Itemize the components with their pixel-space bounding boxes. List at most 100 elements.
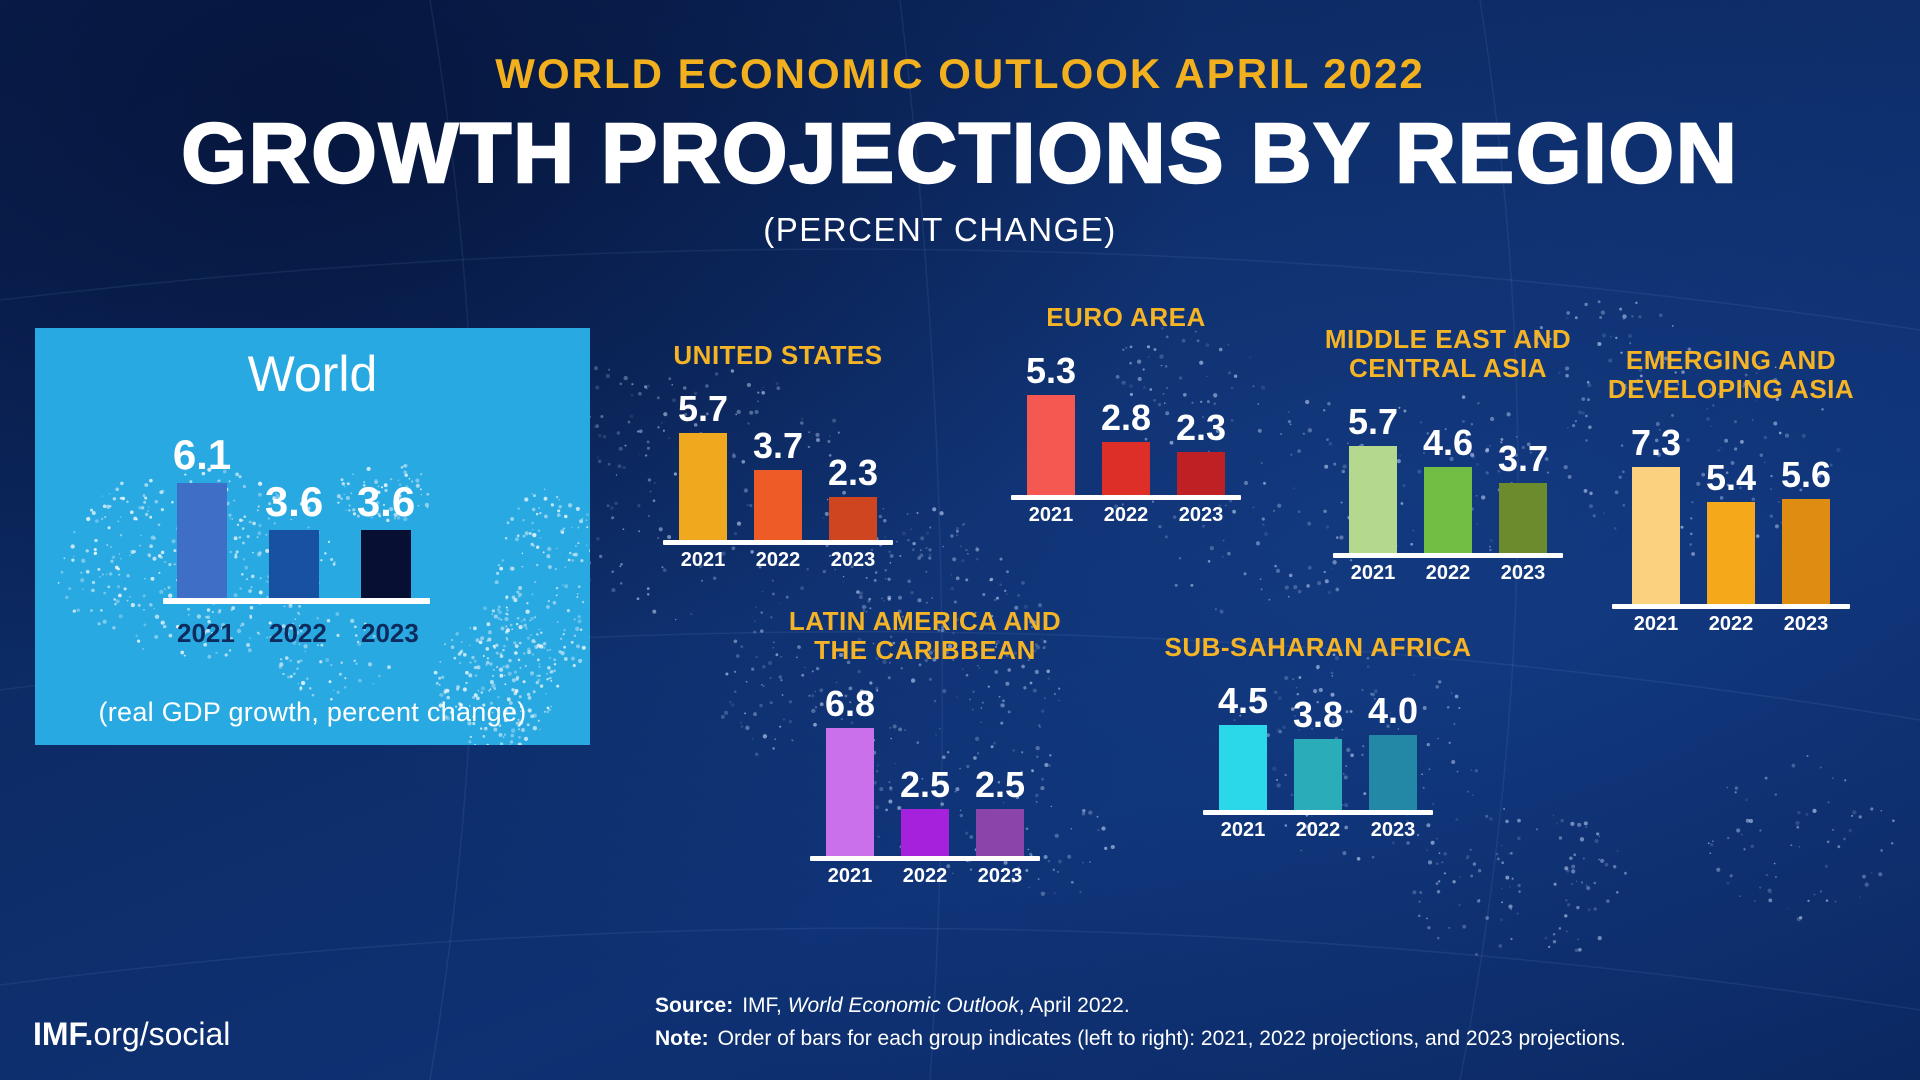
chart-title: EURO AREA: [1011, 303, 1241, 332]
year-label: 2023: [1783, 613, 1829, 635]
bar-2022: [1424, 467, 1472, 553]
bar-value-label: 2.3: [827, 452, 879, 493]
chart-title: MIDDLE EAST AND CENTRAL ASIA: [1325, 325, 1571, 383]
bar-value-label: 5.6: [1780, 454, 1832, 495]
world-chart: 6.1 3.6 3.6 2021 2022 2023: [163, 434, 430, 649]
bar-2023: [361, 530, 411, 598]
chart-euro-area: EURO AREA 5.3 2.8 2.3 2021 2022 2023: [1011, 303, 1241, 527]
years-row: 2021 2022 2023: [810, 865, 1040, 888]
bar-value-label: 3.8: [1292, 694, 1344, 735]
bar-column-2022: 3.7: [753, 428, 803, 540]
note-line: Note: Order of bars for each group indica…: [655, 1027, 1626, 1050]
chart-baseline: [1612, 604, 1850, 609]
bar-2023: [1177, 452, 1225, 495]
chart-baseline: [1203, 810, 1433, 815]
bar-value-label: 4.6: [1422, 422, 1474, 463]
years-row: 2021 2022 2023: [1612, 613, 1850, 636]
bar-2022: [1102, 442, 1150, 495]
chart-title-line: SUB-SAHARAN AFRICA: [1164, 632, 1472, 662]
bar-2022: [269, 530, 319, 598]
bar-value-label: 3.7: [1497, 438, 1549, 479]
note-text: Order of bars for each group indicates (…: [717, 1027, 1626, 1050]
chart-title-line: LATIN AMERICA AND: [788, 606, 1062, 636]
years-row: 2021 2022 2023: [663, 549, 893, 572]
bar-2021: [679, 433, 727, 540]
bar-column-2023: 5.6: [1780, 454, 1832, 604]
bar-column-2023: 2.5: [974, 764, 1026, 856]
bar-2022: [754, 470, 802, 540]
bar-2022: [1294, 739, 1342, 810]
chart-emerging-and-developing-asia: EMERGING AND DEVELOPING ASIA 7.3 5.4 5.6 2021…: [1608, 345, 1854, 636]
year-label: 2022: [902, 865, 948, 887]
bar-value-label: 2.3: [1175, 407, 1227, 448]
years-row: 2021 2022 2023: [163, 618, 430, 649]
bar-value-label: 5.7: [1347, 401, 1399, 442]
chart-baseline: [663, 540, 893, 545]
years-row: 2021 2022 2023: [1203, 819, 1433, 842]
bar-column-2023: 2.3: [827, 452, 879, 540]
bar-2023: [1782, 499, 1830, 604]
bar-column-2021: 6.1: [173, 434, 231, 598]
bar-2021: [1027, 395, 1075, 495]
bar-value-label: 2.5: [974, 764, 1026, 805]
year-label: 2021: [177, 618, 235, 648]
world-panel-map-dots: [57, 463, 590, 745]
bar-value-label: 4.5: [1217, 680, 1269, 721]
bar-column-2022: 2.8: [1100, 397, 1152, 495]
chart-title: EMERGING AND DEVELOPING ASIA: [1608, 345, 1854, 404]
bar-value-label: 3.6: [356, 478, 416, 525]
bar-value-label: 3.6: [264, 478, 324, 525]
year-label: 2022: [755, 549, 801, 571]
year-label: 2023: [1178, 504, 1224, 526]
page-title: GROWTH PROJECTIONS BY REGION: [180, 106, 1739, 200]
bar-column-2023: 2.3: [1175, 407, 1227, 495]
page-subtitle: (PERCENT CHANGE): [763, 211, 1117, 248]
bar-2023: [829, 497, 877, 540]
chart-title: LATIN AMERICA AND THE CARIBBEAN: [789, 607, 1061, 665]
bars-row: 5.3 2.8 2.3: [1011, 353, 1241, 495]
imf-brand-rest: org/social: [93, 1016, 231, 1052]
chart-united-states: UNITED STATES 5.7 3.7 2.3 2021 2022 2023: [663, 341, 893, 572]
chart-title: UNITED STATES: [663, 341, 893, 370]
year-label: 2023: [361, 618, 419, 648]
bar-column-2023: 4.0: [1368, 693, 1418, 810]
year-label: 2023: [830, 549, 876, 571]
year-label: 2023: [1370, 819, 1416, 841]
year-label: 2023: [1500, 562, 1546, 584]
bar-column-2021: 5.7: [1347, 401, 1399, 553]
bar-value-label: 2.8: [1100, 397, 1152, 438]
chart-title-line: EURO AREA: [1046, 302, 1206, 332]
bar-2021: [177, 483, 227, 598]
year-label: 2021: [1028, 504, 1074, 526]
chart-title-line: MIDDLE EAST AND: [1324, 324, 1572, 354]
bar-value-label: 7.3: [1630, 422, 1682, 463]
bars-row: 4.5 3.8 4.0: [1203, 680, 1433, 810]
bars-row: 7.3 5.4 5.6: [1612, 422, 1850, 604]
chart-sub-saharan-africa: SUB-SAHARAN AFRICA 4.5 3.8 4.0 2021 2022 2023: [1164, 633, 1471, 842]
note-label: Note:: [655, 1027, 709, 1050]
bar-column-2023: 3.6: [357, 481, 415, 598]
footnotes: Source: IMF, World Economic Outlook, Apri…: [655, 994, 1626, 1060]
year-label: 2021: [1350, 562, 1396, 584]
source-pre: IMF,: [742, 994, 788, 1017]
source-line: Source: IMF, World Economic Outlook, Apri…: [655, 994, 1626, 1017]
bar-2022: [1707, 502, 1755, 604]
chart-title-line: EMERGING AND: [1625, 345, 1837, 375]
bars-row: 6.8 2.5 2.5: [810, 686, 1040, 856]
chart-baseline: [1011, 495, 1241, 500]
year-label: 2021: [680, 549, 726, 571]
bar-column-2022: 3.6: [265, 481, 323, 598]
bar-2022: [901, 809, 949, 856]
world-caption: (real GDP growth, percent change): [98, 697, 527, 727]
bar-column-2021: 5.7: [678, 391, 728, 540]
chart-baseline: [1333, 553, 1563, 558]
world-panel: World 6.1 3.6 3.6 2021 2022 2023 (real GDP gr…: [35, 328, 590, 745]
years-row: 2021 2022 2023: [1011, 504, 1241, 527]
bar-value-label: 6.1: [172, 431, 232, 478]
source-italic: World Economic Outlook: [787, 994, 1019, 1017]
bars-row: 6.1 3.6 3.6: [163, 434, 430, 598]
chart-title-line: THE CARIBBEAN: [814, 635, 1036, 665]
source-post: , April 2022.: [1018, 994, 1130, 1017]
bar-value-label: 5.4: [1705, 457, 1757, 498]
world-panel-content: World 6.1 3.6 3.6 2021 2022 2023 (real GDP gr…: [35, 346, 590, 728]
